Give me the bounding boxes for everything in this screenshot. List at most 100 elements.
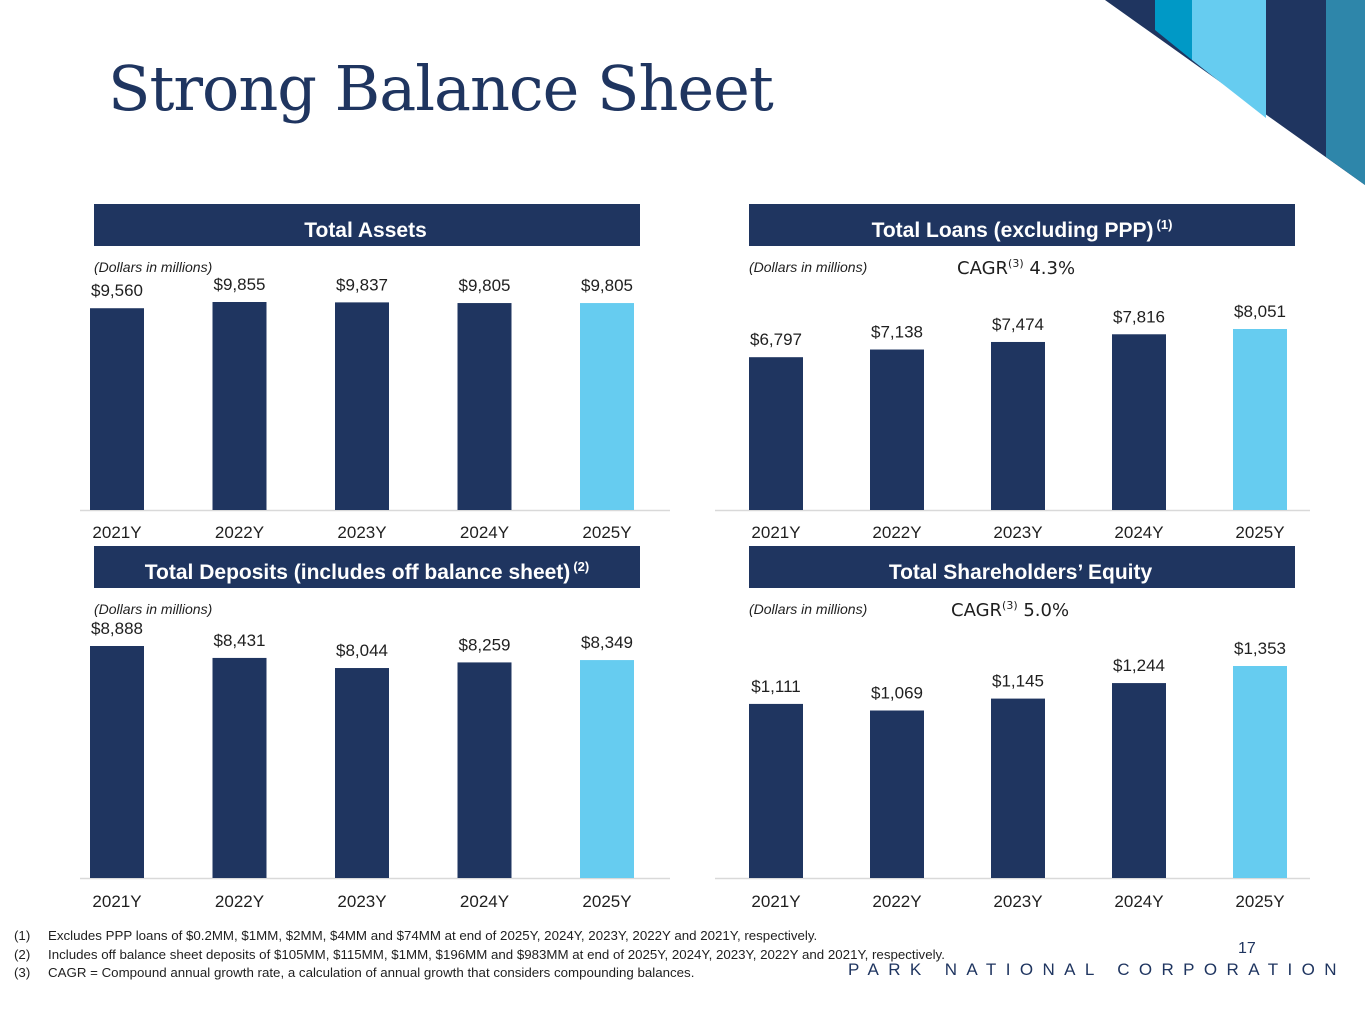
cagr-footnote: (3) bbox=[1002, 599, 1018, 612]
category-label: 2025Y bbox=[1235, 892, 1284, 911]
category-label: 2025Y bbox=[582, 523, 631, 542]
page-number: 17 bbox=[1238, 940, 1256, 957]
bar-2023Y bbox=[335, 302, 389, 510]
bar-chart-total-assets: $9,560 2021Y $9,855 2022Y $9,837 2023Y $9,805 2… bbox=[80, 275, 670, 542]
panel-header: Total Loans (excluding PPP) (1) bbox=[749, 204, 1295, 246]
data-label: $8,349 bbox=[581, 633, 633, 652]
data-label: $9,560 bbox=[91, 281, 143, 300]
panel-header-text: Total Deposits (includes off balance she… bbox=[144, 561, 571, 584]
bar-2024Y bbox=[457, 662, 512, 878]
category-label: 2021Y bbox=[92, 892, 141, 911]
panel-header-text: Total Loans (excluding PPP) bbox=[871, 219, 1154, 242]
data-label: $8,044 bbox=[336, 641, 388, 660]
bar-2022Y bbox=[212, 657, 267, 878]
units-note: (Dollars in millions) bbox=[94, 601, 213, 617]
category-label: 2022Y bbox=[215, 523, 264, 542]
bar-2025Y bbox=[1233, 666, 1287, 878]
panel-header: Total Shareholders’ Equity bbox=[749, 546, 1295, 588]
panel-total-loans: Total Loans (excluding PPP) (1) (Dollars … bbox=[715, 204, 1345, 544]
data-label: $9,837 bbox=[336, 275, 388, 294]
bar-2021Y bbox=[90, 308, 144, 510]
footnote-text: Includes off balance sheet deposits of $… bbox=[48, 946, 945, 962]
category-label: 2021Y bbox=[751, 523, 800, 542]
units-note: (Dollars in millions) bbox=[749, 259, 868, 275]
bar-2021Y bbox=[749, 357, 803, 510]
cagr-label: CAGR bbox=[951, 600, 1003, 621]
bar-2024Y bbox=[1112, 683, 1166, 878]
bar-2024Y bbox=[1112, 334, 1166, 510]
footnote-number: (3) bbox=[14, 965, 31, 980]
bar-2025Y bbox=[580, 660, 634, 878]
category-label: 2024Y bbox=[460, 892, 509, 911]
page-title: Strong Balance Sheet bbox=[108, 52, 774, 125]
cagr-footnote: (3) bbox=[1008, 257, 1024, 270]
category-label: 2022Y bbox=[872, 523, 921, 542]
category-label: 2025Y bbox=[582, 892, 631, 911]
category-label: 2022Y bbox=[215, 892, 264, 911]
panel-header-footnote: (1) bbox=[1156, 217, 1173, 232]
bar-2023Y bbox=[991, 698, 1045, 878]
cagr-value: 5.0% bbox=[1023, 600, 1070, 621]
corner-steel-band bbox=[1326, 0, 1365, 185]
company-name: PARK NATIONAL CORPORATION bbox=[848, 960, 1346, 979]
data-label: $8,431 bbox=[214, 631, 266, 650]
corner-mid-blue-band bbox=[1155, 0, 1192, 60]
bar-2025Y bbox=[1233, 329, 1287, 510]
bar-2023Y bbox=[991, 341, 1045, 510]
bar-2022Y bbox=[870, 710, 924, 878]
data-label: $8,888 bbox=[91, 619, 143, 638]
footnote: (1) Excludes PPP loans of $0.2MM, $1MM, … bbox=[14, 927, 945, 946]
bar-2023Y bbox=[335, 668, 389, 878]
panel-header: Total Assets bbox=[94, 204, 640, 246]
data-label: $1,069 bbox=[871, 683, 923, 702]
footnote-number: (1) bbox=[14, 928, 31, 943]
panel-header-text: Total Assets bbox=[304, 219, 427, 242]
bar-chart-total-loans: $6,797 2021Y $7,138 2022Y $7,474 2023Y $7,816 2… bbox=[715, 302, 1310, 542]
cagr-annotation: CAGR(3) 5.0% bbox=[951, 599, 1069, 621]
data-label: $8,259 bbox=[459, 635, 511, 654]
bar-2025Y bbox=[580, 303, 634, 510]
category-label: 2023Y bbox=[337, 523, 386, 542]
data-label: $1,244 bbox=[1113, 656, 1165, 675]
panel-header-footnote: (2) bbox=[573, 559, 590, 574]
panel-header-text: Total Shareholders’ Equity bbox=[888, 561, 1153, 584]
cagr-value: 4.3% bbox=[1029, 258, 1076, 279]
data-label: $9,805 bbox=[459, 276, 511, 295]
panel-header: Total Deposits (includes off balance she… bbox=[94, 546, 640, 588]
data-label: $1,111 bbox=[751, 677, 800, 696]
category-label: 2025Y bbox=[1235, 523, 1284, 542]
cagr-label: CAGR bbox=[957, 258, 1009, 279]
data-label: $1,353 bbox=[1234, 639, 1286, 658]
footnote: (2) Includes off balance sheet deposits … bbox=[14, 946, 945, 965]
category-label: 2023Y bbox=[993, 523, 1042, 542]
panel-total-assets: Total Assets (Dollars in millions) $9,56… bbox=[80, 204, 690, 544]
data-label: $1,145 bbox=[992, 672, 1044, 691]
category-label: 2021Y bbox=[92, 523, 141, 542]
data-label: $6,797 bbox=[750, 330, 802, 349]
bar-2022Y bbox=[212, 302, 267, 510]
bar-2021Y bbox=[749, 703, 803, 878]
bar-chart-total-deposits: $8,888 2021Y $8,431 2022Y $8,044 2023Y $8,259 2… bbox=[80, 619, 670, 911]
category-label: 2024Y bbox=[1114, 892, 1163, 911]
cagr-annotation: CAGR(3) 4.3% bbox=[957, 257, 1075, 279]
footnote: (3) CAGR = Compound annual growth rate, … bbox=[14, 964, 945, 983]
bar-chart-total-equity: $1,111 2021Y $1,069 2022Y $1,145 2023Y $1,244 2… bbox=[715, 639, 1310, 911]
panel-total-deposits: Total Deposits (includes off balance she… bbox=[80, 546, 690, 911]
units-note: (Dollars in millions) bbox=[749, 601, 868, 617]
data-label: $9,805 bbox=[581, 276, 633, 295]
data-label: $8,051 bbox=[1234, 302, 1286, 321]
category-label: 2022Y bbox=[872, 892, 921, 911]
footnotes: (1) Excludes PPP loans of $0.2MM, $1MM, … bbox=[14, 927, 945, 983]
data-label: $7,474 bbox=[992, 315, 1044, 334]
category-label: 2023Y bbox=[993, 892, 1042, 911]
footnote-text: CAGR = Compound annual growth rate, a ca… bbox=[48, 965, 695, 980]
category-label: 2024Y bbox=[460, 523, 509, 542]
bar-2022Y bbox=[870, 349, 924, 510]
bar-2021Y bbox=[90, 646, 144, 878]
category-label: 2021Y bbox=[751, 892, 800, 911]
data-label: $7,138 bbox=[871, 323, 923, 342]
data-label: $7,816 bbox=[1113, 307, 1165, 326]
corner-light-blue-band bbox=[1192, 0, 1266, 118]
data-label: $9,855 bbox=[214, 275, 266, 294]
category-label: 2023Y bbox=[337, 892, 386, 911]
